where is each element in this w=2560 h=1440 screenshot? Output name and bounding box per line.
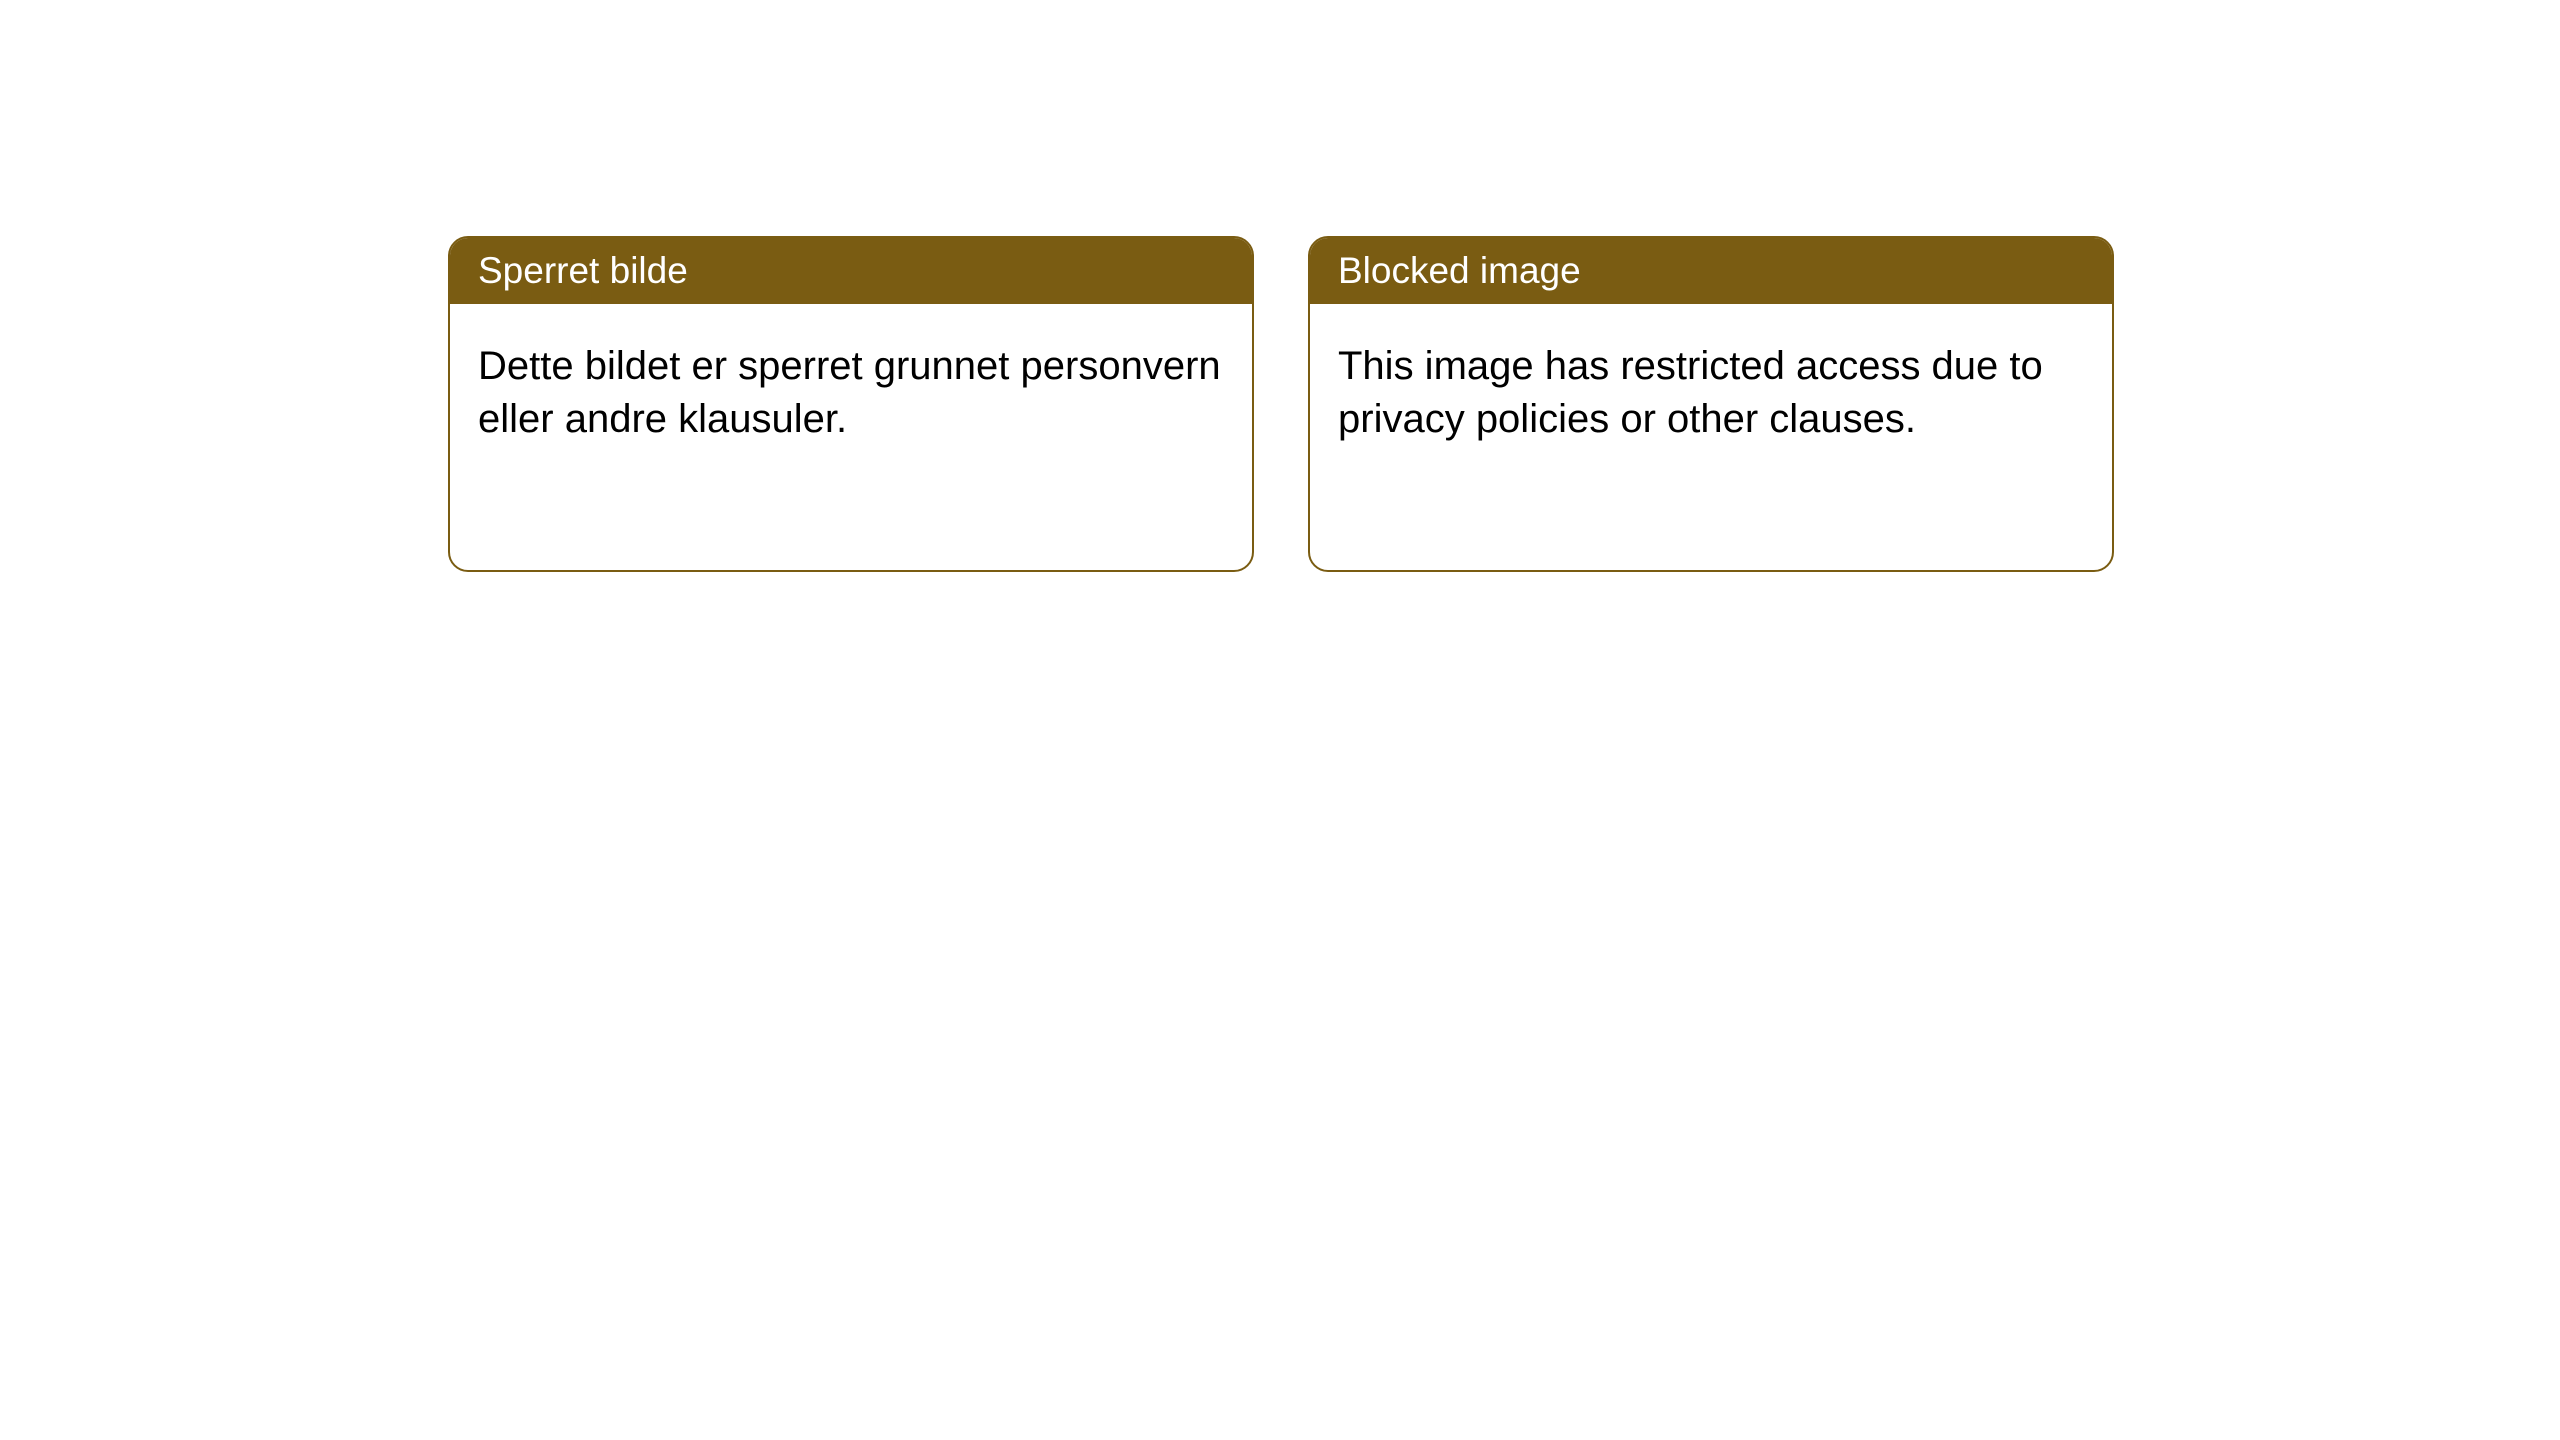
notice-card-english: Blocked image This image has restricted …: [1308, 236, 2114, 572]
notice-header: Blocked image: [1310, 238, 2112, 304]
notice-message: Dette bildet er sperret grunnet personve…: [478, 344, 1221, 441]
notice-body: This image has restricted access due to …: [1310, 304, 2112, 482]
notice-title: Sperret bilde: [478, 250, 688, 291]
notice-body: Dette bildet er sperret grunnet personve…: [450, 304, 1252, 482]
notice-container: Sperret bilde Dette bildet er sperret gr…: [0, 0, 2560, 572]
notice-header: Sperret bilde: [450, 238, 1252, 304]
notice-message: This image has restricted access due to …: [1338, 344, 2043, 441]
notice-title: Blocked image: [1338, 250, 1581, 291]
notice-card-norwegian: Sperret bilde Dette bildet er sperret gr…: [448, 236, 1254, 572]
